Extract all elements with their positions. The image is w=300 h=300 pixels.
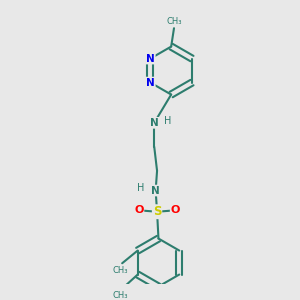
Text: O: O [134, 205, 143, 215]
Text: CH₃: CH₃ [113, 266, 128, 274]
Text: N: N [151, 186, 160, 196]
Text: N: N [146, 78, 155, 88]
Text: O: O [171, 205, 180, 215]
Text: CH₃: CH₃ [166, 17, 182, 26]
Text: H: H [137, 183, 145, 193]
Text: H: H [164, 116, 172, 126]
Text: S: S [153, 205, 161, 218]
Text: N: N [150, 118, 159, 128]
Text: N: N [146, 54, 155, 64]
Text: CH₃: CH₃ [113, 291, 128, 300]
